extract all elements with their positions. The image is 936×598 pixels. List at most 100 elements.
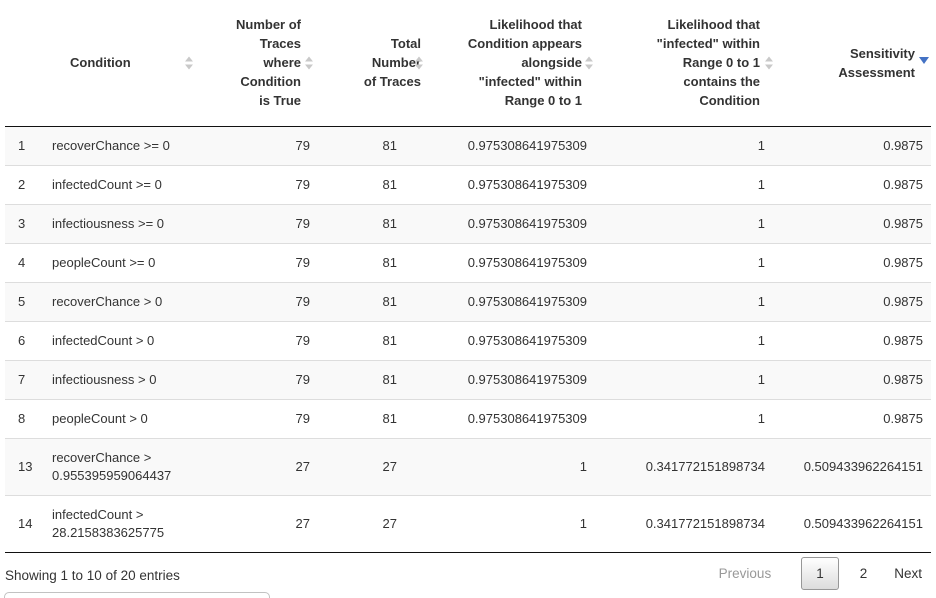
row-index-cell: 3 xyxy=(5,204,45,244)
sort-both-icon xyxy=(185,56,193,70)
likelihood-condition-cell: 0.975308641975309 xyxy=(433,126,597,166)
condition-cell: recoverChance > 0 xyxy=(45,282,200,322)
likelihood-infected-cell: 1 xyxy=(597,126,775,166)
table-row: 6 infectedCount > 0 79 81 0.975308641975309 1… xyxy=(5,321,931,361)
row-index-cell: 2 xyxy=(5,165,45,205)
sensitivity-cell: 0.9875 xyxy=(775,282,931,322)
header-sensitivity-assessment[interactable]: Sensitivity Assessment xyxy=(775,0,931,127)
likelihood-condition-cell: 0.975308641975309 xyxy=(433,204,597,244)
likelihood-condition-cell: 0.975308641975309 xyxy=(433,321,597,361)
likelihood-infected-cell: 1 xyxy=(597,243,775,283)
table-row: 13 recoverChance > 0.955395959064437 27 27 1… xyxy=(5,438,931,496)
row-index-cell: 1 xyxy=(5,126,45,166)
traces-total-cell: 27 xyxy=(318,438,433,496)
table-row: 2 infectedCount >= 0 79 81 0.975308641975309… xyxy=(5,165,931,205)
header-index xyxy=(5,0,45,127)
condition-cell: infectedCount > 28.2158383625775 xyxy=(45,495,200,553)
table-row: 3 infectiousness >= 0 79 81 0.97530864197530… xyxy=(5,204,931,244)
likelihood-condition-cell: 1 xyxy=(433,495,597,553)
table-body: 1 recoverChance >= 0 79 81 0.975308641975309… xyxy=(5,126,931,553)
next-page-button[interactable]: Next xyxy=(894,566,922,581)
table-row: 4 peopleCount >= 0 79 81 0.975308641975309 1 0… xyxy=(5,243,931,283)
sort-both-icon xyxy=(415,56,423,70)
header-traces-true[interactable]: Number of Traces where Condition is True xyxy=(200,0,318,127)
sensitivity-cell: 0.509433962264151 xyxy=(775,438,931,496)
condition-cell: peopleCount >= 0 xyxy=(45,243,200,283)
traces-total-cell: 81 xyxy=(318,321,433,361)
likelihood-infected-cell: 0.341772151898734 xyxy=(597,495,775,553)
table-row: 14 infectedCount > 28.2158383625775 27 27 1 0… xyxy=(5,495,931,553)
sensitivity-cell: 0.9875 xyxy=(775,243,931,283)
likelihood-condition-cell: 0.975308641975309 xyxy=(433,165,597,205)
traces-true-cell: 79 xyxy=(200,399,318,439)
row-index-cell: 14 xyxy=(5,495,45,553)
condition-cell: peopleCount > 0 xyxy=(45,399,200,439)
header-row: Condition Number of Traces where Conditi… xyxy=(5,0,931,127)
traces-true-cell: 79 xyxy=(200,165,318,205)
header-traces-true-label: Number of Traces where Condition is True xyxy=(236,17,301,109)
sort-both-icon xyxy=(585,56,593,70)
likelihood-infected-cell: 1 xyxy=(597,399,775,439)
row-index-cell: 4 xyxy=(5,243,45,283)
sensitivity-cell: 0.509433962264151 xyxy=(775,495,931,553)
likelihood-infected-cell: 1 xyxy=(597,282,775,322)
sort-both-icon xyxy=(765,56,773,70)
traces-true-cell: 79 xyxy=(200,282,318,322)
sensitivity-cell: 0.9875 xyxy=(775,360,931,400)
likelihood-condition-cell: 1 xyxy=(433,438,597,496)
traces-true-cell: 79 xyxy=(200,321,318,361)
traces-total-cell: 81 xyxy=(318,126,433,166)
traces-total-cell: 81 xyxy=(318,399,433,439)
traces-true-cell: 79 xyxy=(200,204,318,244)
header-condition-label: Condition xyxy=(70,55,131,71)
traces-true-cell: 27 xyxy=(200,495,318,553)
filter-input-partial[interactable] xyxy=(4,592,270,598)
table-row: 7 infectiousness > 0 79 81 0.975308641975309… xyxy=(5,360,931,400)
row-index-cell: 5 xyxy=(5,282,45,322)
likelihood-condition-cell: 0.975308641975309 xyxy=(433,399,597,439)
table-row: 8 peopleCount > 0 79 81 0.975308641975309 1 0.… xyxy=(5,399,931,439)
condition-cell: recoverChance >= 0 xyxy=(45,126,200,166)
condition-cell: infectiousness > 0 xyxy=(45,360,200,400)
table-info-text: Showing 1 to 10 of 20 entries xyxy=(5,568,180,583)
likelihood-infected-cell: 1 xyxy=(597,165,775,205)
sensitivity-cell: 0.9875 xyxy=(775,321,931,361)
traces-true-cell: 79 xyxy=(200,126,318,166)
likelihood-infected-cell: 1 xyxy=(597,204,775,244)
header-likelihood-condition-alongside-infected[interactable]: Likelihood that Condition appears alongs… xyxy=(433,0,597,127)
condition-cell: infectedCount >= 0 xyxy=(45,165,200,205)
likelihood-condition-cell: 0.975308641975309 xyxy=(433,282,597,322)
traces-true-cell: 27 xyxy=(200,438,318,496)
previous-page-button[interactable]: Previous xyxy=(718,566,772,581)
pagination: Previous 1 2 Next xyxy=(707,557,928,590)
likelihood-infected-cell: 0.341772151898734 xyxy=(597,438,775,496)
traces-total-cell: 27 xyxy=(318,495,433,553)
condition-cell: recoverChance > 0.955395959064437 xyxy=(45,438,200,496)
traces-total-cell: 81 xyxy=(318,360,433,400)
sensitivity-cell: 0.9875 xyxy=(775,204,931,244)
page-button-1[interactable]: 1 xyxy=(801,557,839,590)
sensitivity-cell: 0.9875 xyxy=(775,165,931,205)
likelihood-infected-cell: 1 xyxy=(597,360,775,400)
traces-true-cell: 79 xyxy=(200,360,318,400)
header-traces-total[interactable]: Total Number of Traces xyxy=(318,0,433,127)
likelihood-condition-cell: 0.975308641975309 xyxy=(433,243,597,283)
condition-cell: infectiousness >= 0 xyxy=(45,204,200,244)
likelihood-condition-cell: 0.975308641975309 xyxy=(433,360,597,400)
sensitivity-cell: 0.9875 xyxy=(775,126,931,166)
row-index-cell: 13 xyxy=(5,438,45,496)
table-row: 1 recoverChance >= 0 79 81 0.975308641975309… xyxy=(5,126,931,166)
sort-both-icon xyxy=(305,56,313,70)
traces-total-cell: 81 xyxy=(318,165,433,205)
header-condition[interactable]: Condition xyxy=(45,0,200,127)
header-traces-total-label: Total Number of Traces xyxy=(363,36,421,90)
header-likelihood-2-label: Likelihood that "infected" within Range … xyxy=(656,17,760,109)
header-likelihood-infected-contains-condition[interactable]: Likelihood that "infected" within Range … xyxy=(597,0,775,127)
likelihood-infected-cell: 1 xyxy=(597,321,775,361)
header-sensitivity-label: Sensitivity Assessment xyxy=(838,45,915,80)
sort-descending-icon xyxy=(919,56,929,64)
page-button-2[interactable]: 2 xyxy=(859,566,868,581)
traces-total-cell: 81 xyxy=(318,282,433,322)
row-index-cell: 6 xyxy=(5,321,45,361)
